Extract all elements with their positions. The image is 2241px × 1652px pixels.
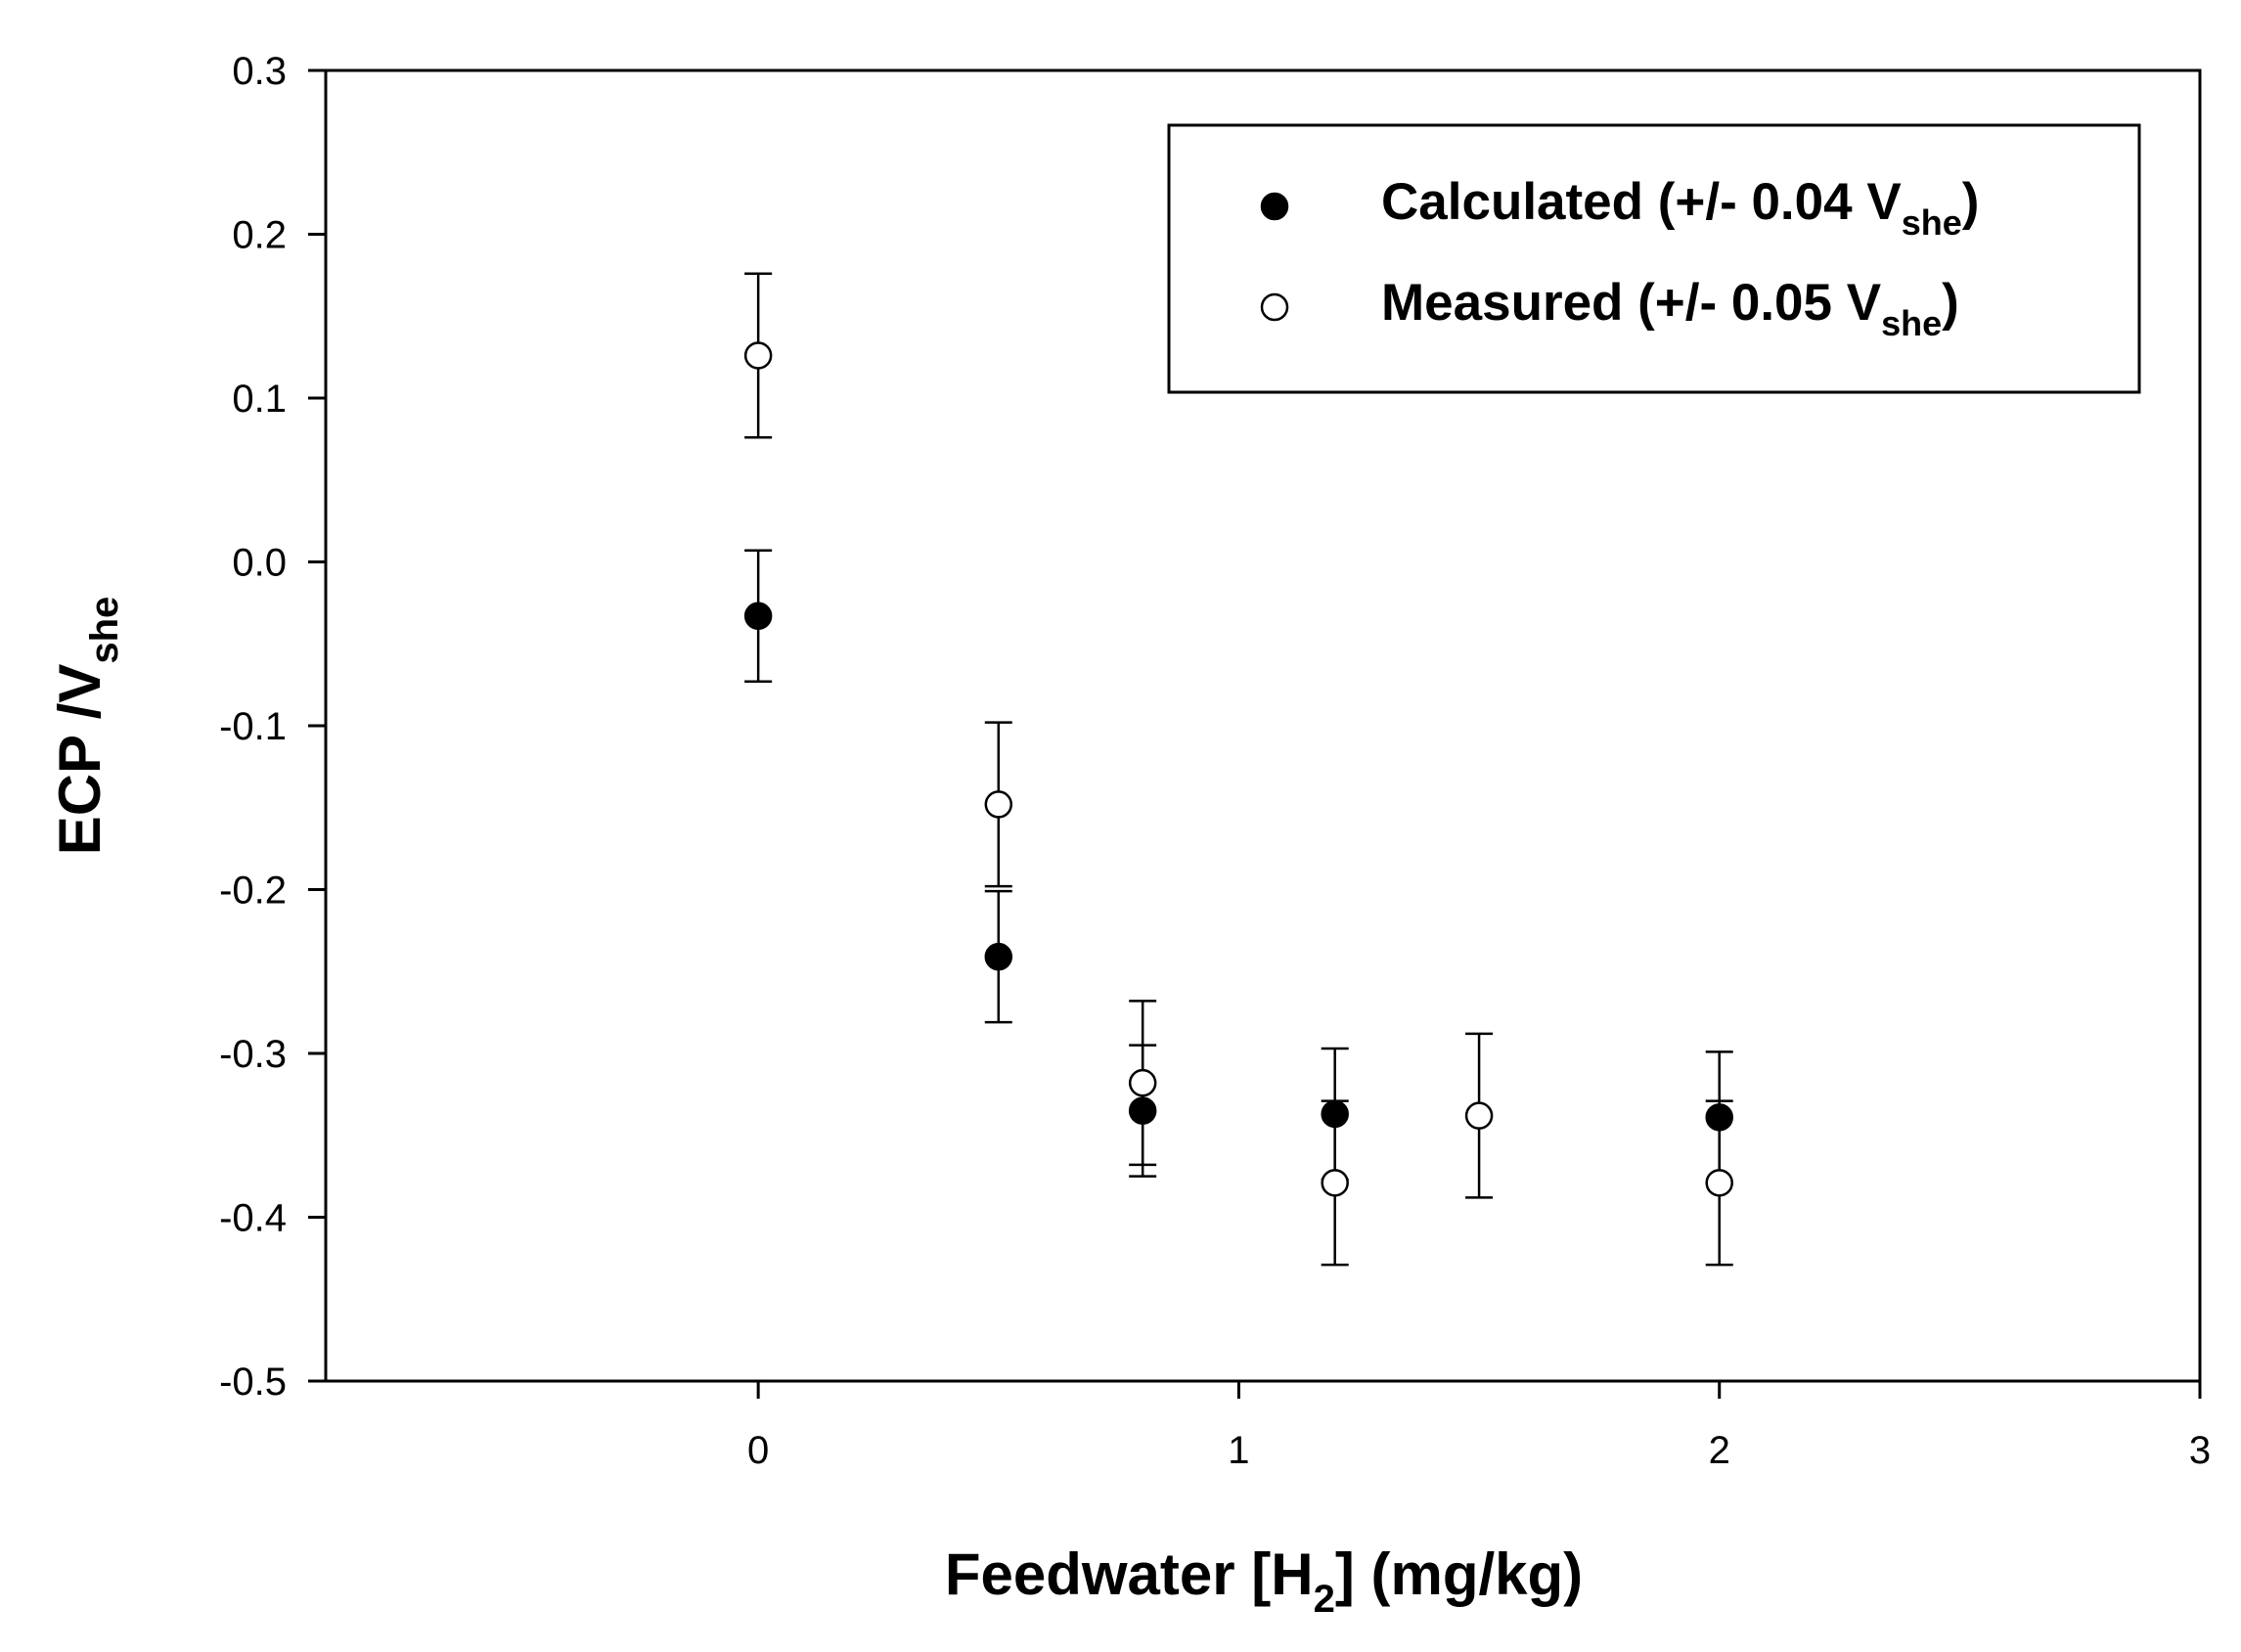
x-tick-label: 3: [2189, 1429, 2211, 1472]
y-tick-label: 0.3: [232, 50, 287, 93]
x-axis: 0 1 2 3: [747, 1381, 2211, 1472]
y-axis: 0.3 0.2 0.1 0.0 -0.1 -0.2 -0.3 -0.4 -0.5: [219, 50, 326, 1404]
y-tick-label: -0.5: [219, 1361, 287, 1404]
x-tick-label: 0: [747, 1429, 769, 1472]
calculated-point: [984, 942, 1013, 971]
legend-box: [1167, 123, 2141, 394]
data-points: [743, 341, 1733, 1197]
measured-point: [1705, 1169, 1733, 1197]
y-tick-label: 0.1: [232, 378, 287, 421]
x-axis-title: Feedwater [H2] (mg/kg): [945, 1541, 1583, 1621]
legend-marker-measured: [1260, 292, 1289, 322]
y-axis-title: ECP /Vshe: [47, 597, 126, 856]
x-tick-label: 1: [1228, 1429, 1249, 1472]
x-tick-label: 2: [1709, 1429, 1730, 1472]
y-tick-label: -0.2: [219, 870, 287, 913]
legend-marker-calculated: [1260, 192, 1289, 221]
error-bars: [744, 272, 1733, 1267]
legend-label-measured: Measured (+/- 0.05 Vshe): [1381, 274, 1959, 343]
y-tick-label: -0.1: [219, 705, 287, 748]
y-tick-label: -0.3: [219, 1033, 287, 1076]
legend-label-calculated: Calculated (+/- 0.04 Vshe): [1381, 173, 1979, 243]
calculated-point: [1128, 1096, 1157, 1125]
calculated-point: [1705, 1103, 1733, 1132]
measured-point: [984, 790, 1013, 819]
calculated-point: [1321, 1099, 1349, 1129]
measured-point: [1464, 1101, 1494, 1130]
legend: Calculated (+/- 0.04 Vshe) Measured (+/-…: [1167, 123, 2141, 394]
y-tick-label: -0.4: [219, 1197, 287, 1240]
y-tick-label: 0.0: [232, 542, 287, 585]
calculated-point: [743, 602, 773, 631]
measured-point: [1128, 1068, 1157, 1097]
measured-point: [743, 341, 773, 370]
measured-point: [1321, 1169, 1349, 1197]
y-tick-label: 0.2: [232, 214, 287, 257]
